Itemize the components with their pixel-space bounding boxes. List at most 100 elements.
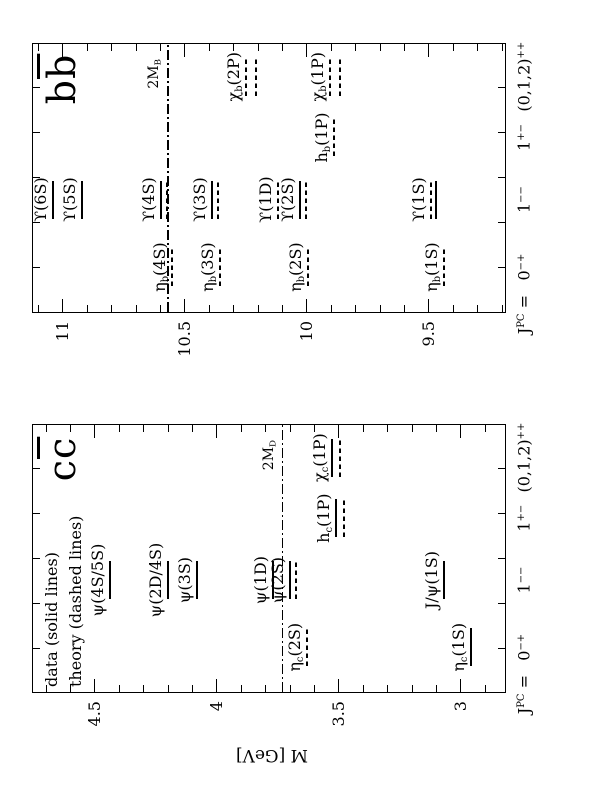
level-line-chi-b-1p-dashed — [338, 57, 341, 96]
category-tick — [33, 647, 40, 649]
minor-mass-tick — [379, 44, 381, 51]
level-line-chi-b-2p-dashed — [244, 57, 247, 96]
category-tick — [33, 468, 40, 470]
minor-mass-tick — [118, 685, 120, 692]
level-line-eta-c-2s-dashed — [306, 628, 309, 667]
level-line-eta-b-3s-dashed — [219, 248, 222, 287]
minor-mass-tick — [452, 305, 454, 312]
level-line-psi-2s-solid — [289, 561, 292, 600]
major-mass-tick — [62, 299, 64, 312]
minor-mass-tick — [282, 305, 284, 312]
level-label-subscript: b — [318, 85, 330, 92]
minor-mass-tick — [265, 425, 267, 432]
level-line-psi-4s5s-solid — [108, 561, 111, 600]
major-mass-tick — [216, 425, 218, 438]
level-label-psi-1d: ψ(1D) — [251, 556, 271, 605]
minor-mass-tick — [111, 44, 113, 51]
minor-mass-tick — [435, 685, 437, 692]
minor-mass-tick — [86, 44, 88, 51]
minor-mass-tick — [192, 685, 194, 692]
level-line-upsilon-1s-solid — [435, 180, 438, 219]
level-line-upsilon-4s-solid — [159, 180, 162, 219]
antiquark-overbar: b — [40, 53, 84, 79]
major-mass-tick — [184, 299, 186, 312]
level-line-upsilon-5s-solid — [81, 180, 84, 219]
level-line-psi-2s-dashed — [295, 561, 298, 600]
minor-mass-tick — [387, 685, 389, 692]
threshold-label-subscript: B — [153, 59, 164, 66]
minor-mass-tick — [167, 425, 169, 432]
level-line-upsilon-6s-solid — [52, 180, 55, 219]
level-label-upsilon-5s: ϒ(5S) — [60, 177, 80, 222]
minor-mass-tick — [282, 44, 284, 51]
level-line-psi-3s-solid — [196, 561, 199, 600]
level-label-upsilon-3s: ϒ(3S) — [189, 177, 209, 222]
major-mass-tick — [216, 679, 218, 692]
level-label-chi-b-1p: χb(1P) — [308, 52, 330, 102]
category-tick — [498, 87, 505, 89]
category-tick — [498, 647, 505, 649]
level-label-subscript: c — [295, 656, 307, 663]
mass-tick-label: 4.5 — [84, 701, 104, 727]
level-label-subscript: b — [208, 275, 220, 283]
category-tick — [498, 177, 505, 179]
level-label-upsilon-2s: ϒ(2S) — [277, 177, 297, 222]
major-mass-tick — [338, 425, 340, 438]
major-mass-tick — [306, 299, 308, 312]
minor-mass-tick — [257, 44, 259, 51]
minor-mass-tick — [355, 305, 357, 312]
antiquark-overbar: c — [40, 436, 84, 459]
minor-mass-tick — [379, 305, 381, 312]
mass-tick-label: 3.5 — [328, 701, 348, 727]
minor-mass-tick — [143, 425, 145, 432]
level-line-upsilon-1s-dashed — [430, 180, 433, 219]
minor-mass-tick — [257, 305, 259, 312]
minor-mass-tick — [404, 305, 406, 312]
level-label-chi-b-2p: χb(2P) — [223, 52, 245, 102]
major-mass-tick — [428, 44, 430, 57]
minor-mass-tick — [240, 685, 242, 692]
major-mass-tick — [184, 44, 186, 57]
minor-mass-tick — [135, 44, 137, 51]
minor-mass-tick — [86, 305, 88, 312]
minor-mass-tick — [477, 44, 479, 51]
mass-axis-title: M [GeV] — [236, 745, 308, 765]
panel-title-bbbar: bb — [40, 53, 84, 105]
minor-mass-tick — [135, 305, 137, 312]
mass-tick-label: 4 — [206, 701, 226, 712]
level-line-upsilon-4s-dashed — [165, 180, 168, 219]
category-tick — [498, 558, 505, 559]
minor-mass-tick — [38, 44, 40, 51]
level-line-chi-b-1p-dashed — [329, 57, 332, 96]
mass-tick-label: 11 — [52, 321, 72, 342]
major-mass-tick — [94, 425, 96, 438]
panel-title-ccbar: cc — [40, 436, 84, 482]
category-superscript: ++ — [516, 422, 527, 440]
level-label-subscript: b — [296, 275, 308, 283]
category-tick — [498, 267, 505, 269]
minor-mass-tick — [484, 685, 486, 692]
category-tick — [33, 87, 40, 89]
threshold-label-subscript: D — [268, 440, 279, 447]
level-label-psi-2s: ψ(2S) — [268, 556, 288, 604]
level-label-subscript: c — [319, 466, 331, 473]
minor-mass-tick — [411, 685, 413, 692]
level-line-jpsi-1s-solid — [442, 561, 445, 600]
level-label-chi-c-1p: χc(1P) — [309, 433, 331, 482]
minor-mass-tick — [435, 425, 437, 432]
level-label-upsilon-4s: ϒ(4S) — [138, 177, 158, 222]
major-mass-tick — [338, 679, 340, 692]
level-line-chi-c-1p-dashed — [339, 438, 342, 477]
minor-mass-tick — [240, 425, 242, 432]
minor-mass-tick — [452, 44, 454, 51]
category-tick — [498, 513, 505, 515]
minor-mass-tick — [501, 44, 503, 51]
level-label-psi-3s: ψ(3S) — [175, 556, 195, 604]
level-label-subscript: b — [233, 85, 245, 92]
minor-mass-tick — [45, 685, 47, 692]
minor-mass-tick — [411, 425, 413, 432]
category-tick — [498, 468, 505, 470]
minor-mass-tick — [111, 305, 113, 312]
